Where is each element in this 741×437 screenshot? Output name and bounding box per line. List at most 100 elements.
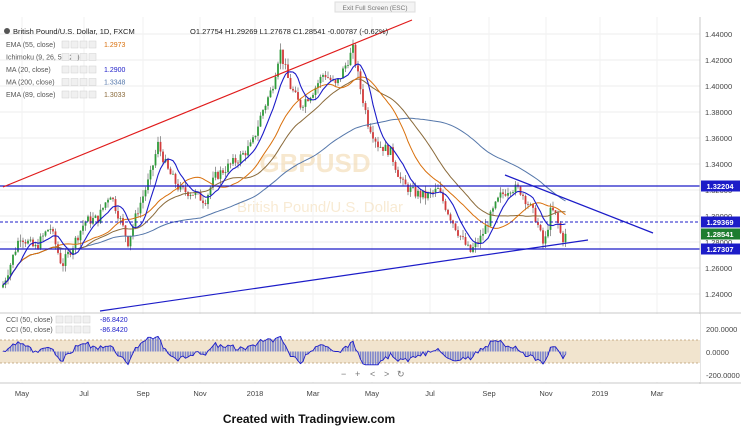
- price-badge-label: 1.27307: [706, 245, 733, 254]
- candle-body: [444, 201, 447, 210]
- reset-icon[interactable]: ↻: [397, 369, 405, 379]
- candle-body: [492, 208, 494, 212]
- candle-body: [204, 203, 207, 205]
- price-tick-label: 1.34000: [705, 160, 732, 169]
- candle-body: [212, 177, 214, 188]
- candle-body: [359, 71, 362, 90]
- candle-body: [319, 76, 322, 84]
- candle-body: [202, 200, 204, 204]
- candle-body: [189, 194, 192, 197]
- candle-body: [279, 49, 282, 64]
- indicator-option-icon[interactable]: [61, 78, 70, 86]
- indicator-option-icon[interactable]: [61, 90, 70, 99]
- scroll-right-icon[interactable]: >: [384, 369, 389, 379]
- candle-body: [362, 89, 364, 104]
- indicator-option-icon[interactable]: [70, 53, 79, 61]
- candle-body: [147, 179, 149, 191]
- price-tick-label: 1.40000: [705, 82, 732, 91]
- indicator-option-icon[interactable]: [79, 53, 88, 61]
- candle-body: [67, 251, 69, 255]
- candle-body: [12, 254, 14, 265]
- time-tick-label: Sep: [136, 389, 149, 398]
- indicator-option-icon[interactable]: [70, 90, 79, 99]
- red-trendline[interactable]: [2, 19, 413, 188]
- candle-body: [49, 228, 52, 230]
- candle-body: [397, 169, 399, 177]
- candle-body: [9, 264, 12, 276]
- indicator-option-icon[interactable]: [79, 40, 88, 49]
- time-axis[interactable]: [0, 384, 741, 403]
- candle-body: [152, 165, 154, 170]
- candle-body: [542, 230, 544, 244]
- indicator-option-icon[interactable]: [88, 53, 97, 61]
- candle-body: [422, 190, 424, 198]
- indicator-option-icon[interactable]: [61, 53, 70, 61]
- candle-body: [169, 168, 172, 175]
- collapse-icon[interactable]: [4, 28, 10, 34]
- candle-body: [527, 204, 529, 205]
- cci-option-icon[interactable]: [55, 315, 64, 324]
- candle-body: [84, 221, 87, 226]
- zoom-out-icon[interactable]: −: [341, 369, 346, 379]
- candle-body: [254, 135, 257, 138]
- candle-body: [34, 244, 37, 247]
- candle-body: [142, 196, 144, 203]
- candle-body: [19, 240, 22, 242]
- cci-option-icon[interactable]: [82, 315, 91, 324]
- indicator-option-icon[interactable]: [79, 78, 88, 86]
- candle-body: [554, 210, 557, 213]
- candle-body: [414, 186, 417, 197]
- indicator-option-icon[interactable]: [61, 40, 70, 49]
- candle-body: [312, 94, 314, 98]
- indicator-option-icon[interactable]: [88, 65, 97, 74]
- indicator-option-icon[interactable]: [88, 90, 97, 99]
- resistance-trendline[interactable]: [504, 174, 654, 234]
- candle-body: [384, 144, 387, 152]
- candle-body: [334, 79, 337, 84]
- exit-fullscreen-button[interactable]: [334, 1, 416, 13]
- price-badge: [701, 243, 740, 255]
- cci-option-icon[interactable]: [64, 325, 73, 334]
- candle-body: [207, 194, 209, 205]
- candle-body: [322, 74, 324, 77]
- candle-body: [434, 188, 437, 193]
- candle-body: [432, 191, 434, 193]
- candle-body: [469, 244, 472, 252]
- time-tick-label: Nov: [193, 389, 207, 398]
- cci-option-icon[interactable]: [73, 315, 82, 324]
- price-axis[interactable]: [700, 17, 741, 403]
- candle-body: [112, 197, 114, 200]
- candle-body: [129, 235, 132, 247]
- candle-body: [369, 126, 372, 133]
- cci-option-icon[interactable]: [55, 325, 64, 334]
- zoom-in-icon[interactable]: +: [355, 369, 360, 379]
- candle-body: [529, 203, 532, 205]
- cci-option-icon[interactable]: [64, 315, 73, 324]
- cci-tick-label: 0.0000: [706, 348, 729, 357]
- support-trendline[interactable]: [99, 239, 589, 312]
- candle-body: [537, 222, 539, 225]
- indicator-option-icon[interactable]: [79, 90, 88, 99]
- price-badge-label: 1.32204: [706, 182, 734, 191]
- indicator-option-icon[interactable]: [88, 40, 97, 49]
- indicator-option-icon[interactable]: [79, 65, 88, 74]
- scroll-left-icon[interactable]: <: [370, 369, 375, 379]
- price-tick-label: 1.38000: [705, 108, 732, 117]
- candle-body: [449, 214, 452, 221]
- cci-option-icon[interactable]: [82, 325, 91, 334]
- candle-body: [62, 263, 64, 266]
- candle-body: [317, 83, 319, 88]
- candle-body: [392, 147, 394, 162]
- candle-body: [447, 209, 449, 215]
- candle-body: [47, 229, 49, 232]
- candle-body: [389, 147, 392, 155]
- indicator-option-icon[interactable]: [70, 40, 79, 49]
- candle-body: [134, 213, 137, 227]
- cci-option-icon[interactable]: [73, 325, 82, 334]
- indicator-option-icon[interactable]: [70, 78, 79, 86]
- candle-body: [337, 78, 339, 84]
- price-tick-label: 1.36000: [705, 134, 732, 143]
- indicator-option-icon[interactable]: [61, 65, 70, 74]
- indicator-option-icon[interactable]: [88, 78, 97, 86]
- indicator-option-icon[interactable]: [70, 65, 79, 74]
